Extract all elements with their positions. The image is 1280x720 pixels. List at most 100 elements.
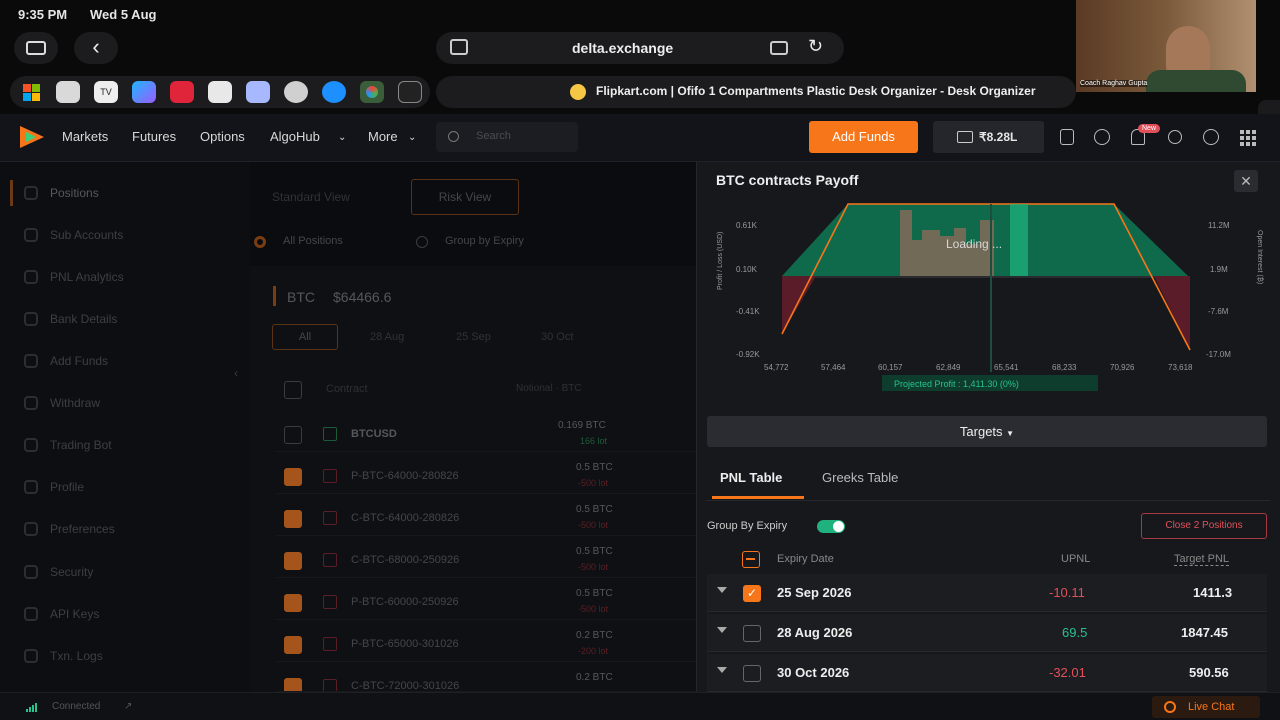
row-checkbox[interactable] xyxy=(743,665,761,682)
radio-all-positions[interactable] xyxy=(254,236,266,248)
balance-value: ₹8.28L xyxy=(979,130,1018,144)
active-indicator xyxy=(10,180,13,206)
tab-icon-browser[interactable] xyxy=(132,81,156,103)
row-checkbox[interactable] xyxy=(284,426,302,444)
projected-profit-badge xyxy=(882,375,1098,391)
expiry-tab-all[interactable]: All xyxy=(272,324,338,350)
collapse-sidebar-icon[interactable]: ‹ xyxy=(234,366,238,380)
sidebar-item-bank-details[interactable]: Bank Details xyxy=(24,312,117,326)
url-field[interactable]: delta.exchange ↻ xyxy=(436,32,844,64)
expand-icon[interactable] xyxy=(717,667,727,673)
reader-icon[interactable] xyxy=(770,41,788,55)
row-checkbox-checked[interactable]: ✓ xyxy=(743,585,761,602)
tab-icon-active[interactable] xyxy=(360,81,384,103)
apps-grid-icon[interactable] xyxy=(1240,130,1256,146)
settings-icon[interactable] xyxy=(1168,130,1182,144)
tab-icon-2[interactable] xyxy=(56,81,80,103)
select-all-checkbox[interactable] xyxy=(284,381,302,399)
tab-pnl-table[interactable]: PNL Table xyxy=(720,470,783,485)
sidebar-item-withdraw[interactable]: Withdraw xyxy=(24,396,100,410)
nav-markets[interactable]: Markets xyxy=(62,129,109,144)
external-link-icon[interactable]: ↗ xyxy=(124,701,133,712)
expand-icon[interactable] xyxy=(717,587,727,593)
sidebar-item-add-funds[interactable]: Add Funds xyxy=(24,354,108,368)
sidebar-item-security[interactable]: Security xyxy=(24,565,93,579)
page-menu-icon[interactable] xyxy=(450,39,468,55)
browser-address-bar: ‹ delta.exchange ↻ xyxy=(0,30,1280,70)
col-expiry-date: Expiry Date xyxy=(777,553,834,565)
pnl-row-28aug[interactable]: 28 Aug 2026 69.5 1847.45 xyxy=(707,614,1267,652)
group-by-expiry-toggle[interactable] xyxy=(817,520,845,533)
row-checkbox[interactable] xyxy=(284,636,302,654)
sidebar-item-api-keys[interactable]: API Keys xyxy=(24,607,99,621)
position-row-5[interactable]: P-BTC-60000-250926 0.5 BTC -500 lot xyxy=(276,584,696,620)
tab-icon-expand[interactable] xyxy=(398,81,422,103)
payoff-chart[interactable]: Loading ... Profit / Loss (USD) Open Int… xyxy=(700,200,1278,396)
video-side-strip xyxy=(1258,0,1280,92)
sidebar-item-preferences[interactable]: Preferences xyxy=(24,522,115,536)
help-icon[interactable] xyxy=(1203,129,1219,145)
sidebar-item-trading-bot[interactable]: Trading Bot xyxy=(24,438,112,452)
position-row-btcusd[interactable]: BTCUSD 0.169 BTC 166 lot xyxy=(276,416,696,452)
tab-icon-8[interactable] xyxy=(284,81,308,103)
row-checkbox[interactable] xyxy=(743,625,761,642)
y-right-label: Open Interest (₿) xyxy=(1256,230,1264,284)
expand-icon[interactable] xyxy=(717,627,727,633)
sidebar-item-positions[interactable]: Positions xyxy=(24,186,99,200)
tab-icon-youtube[interactable] xyxy=(170,81,194,103)
tab-greeks-table[interactable]: Greeks Table xyxy=(822,470,899,485)
nav-more[interactable]: More xyxy=(368,129,398,144)
risk-view-tab[interactable]: Risk View xyxy=(411,179,519,215)
row-checkbox[interactable] xyxy=(284,552,302,570)
close-panel-button[interactable]: ✕ xyxy=(1234,170,1258,192)
pnl-row-30oct[interactable]: 30 Oct 2026 -32.01 590.56 xyxy=(707,654,1267,692)
short-icon xyxy=(323,679,337,691)
row-checkbox[interactable] xyxy=(284,678,302,691)
key-icon xyxy=(24,607,38,621)
sidebar-item-sub-accounts[interactable]: Sub Accounts xyxy=(24,228,123,242)
row-checkbox[interactable] xyxy=(284,510,302,528)
account-icon[interactable] xyxy=(1094,129,1110,145)
position-row-7[interactable]: C-BTC-72000-301026 0.2 BTC xyxy=(276,668,696,692)
open-interest-bars xyxy=(900,204,1028,276)
nav-futures[interactable]: Futures xyxy=(132,129,177,144)
close-positions-button[interactable]: Close 2 Positions xyxy=(1141,513,1267,539)
live-chat-button[interactable]: Live Chat xyxy=(1152,696,1260,718)
position-row-6[interactable]: P-BTC-65000-301026 0.2 BTC -200 lot xyxy=(276,626,696,662)
active-tab[interactable]: Flipkart.com | Ofifo 1 Compartments Plas… xyxy=(436,76,1076,108)
sidebar-item-pnl-analytics[interactable]: PNL Analytics xyxy=(24,270,124,284)
expiry-tab-25sep[interactable]: 25 Sep xyxy=(456,331,491,343)
standard-view-tab[interactable]: Standard View xyxy=(272,190,350,204)
windows-icon[interactable] xyxy=(19,81,43,103)
balance-button[interactable]: ₹8.28L xyxy=(933,121,1044,153)
active-tab-underline xyxy=(712,496,804,499)
status-time: 9:35 PM xyxy=(18,7,68,22)
transfer-icon[interactable] xyxy=(1060,129,1074,145)
tab-icon-6[interactable] xyxy=(208,81,232,103)
x-tick: 70,926 xyxy=(1110,363,1135,372)
nav-options[interactable]: Options xyxy=(200,129,245,144)
position-row-4[interactable]: C-BTC-68000-250926 0.5 BTC -500 lot xyxy=(276,542,696,578)
col-notional: Notional · BTC xyxy=(516,383,582,394)
select-all-expiry-checkbox[interactable] xyxy=(742,551,760,568)
tab-icon-9[interactable] xyxy=(322,81,346,103)
sidebar-item-profile[interactable]: Profile xyxy=(24,480,84,494)
reload-icon[interactable]: ↻ xyxy=(808,36,824,56)
row-checkbox[interactable] xyxy=(284,594,302,612)
expiry-tab-28aug[interactable]: 28 Aug xyxy=(370,331,405,343)
back-button[interactable]: ‹ xyxy=(74,32,118,64)
nav-algohub[interactable]: AlgoHub xyxy=(270,129,320,144)
pnl-row-25sep[interactable]: ✓ 25 Sep 2026 -10.11 1411.3 xyxy=(707,574,1267,612)
search-box[interactable]: Search xyxy=(436,122,578,152)
add-funds-button[interactable]: Add Funds xyxy=(809,121,918,153)
position-row-2[interactable]: P-BTC-64000-280826 0.5 BTC -500 lot xyxy=(276,458,696,494)
radio-group-expiry[interactable] xyxy=(416,236,428,248)
tab-icon-7[interactable] xyxy=(246,81,270,103)
targets-button[interactable]: Targets ▼ xyxy=(707,416,1267,447)
row-checkbox[interactable] xyxy=(284,468,302,486)
position-row-3[interactable]: C-BTC-64000-280826 0.5 BTC -500 lot xyxy=(276,500,696,536)
tab-icon-tv[interactable]: TV xyxy=(94,81,118,103)
expiry-tab-30oct[interactable]: 30 Oct xyxy=(541,331,574,343)
sidebar-toggle-button[interactable] xyxy=(14,32,58,64)
sidebar-item-txn-logs[interactable]: Txn. Logs xyxy=(24,649,103,663)
